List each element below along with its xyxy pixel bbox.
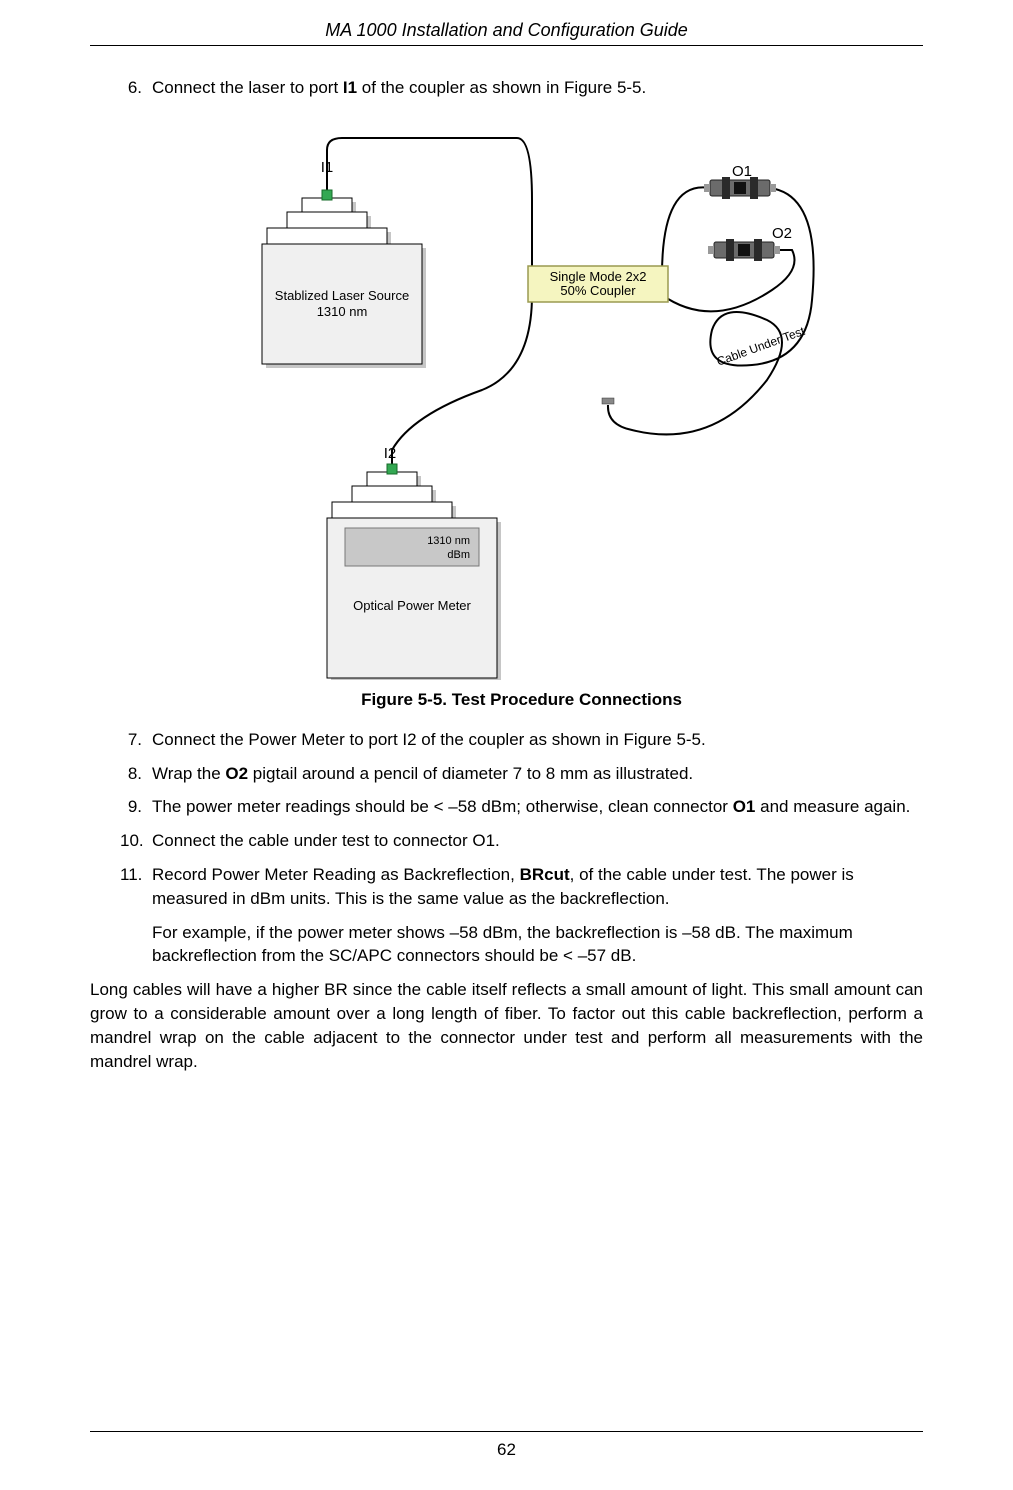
step-text: Connect the Power Meter to port I2 of th… — [152, 728, 923, 752]
step-text: Connect the laser to port I1 of the coup… — [152, 76, 923, 100]
figure-container: Stablized Laser Source1310 nmI1Single Mo… — [120, 120, 923, 680]
text-pre: The power meter readings should be < –58… — [152, 797, 733, 816]
step-num: 10. — [120, 829, 152, 853]
text-pre: Wrap the — [152, 764, 225, 783]
step-num: 9. — [120, 795, 152, 819]
step-8: 8. Wrap the O2 pigtail around a pencil o… — [120, 762, 923, 786]
step-num: 11. — [120, 863, 152, 911]
step-num: 8. — [120, 762, 152, 786]
svg-text:1310 nm: 1310 nm — [427, 535, 470, 547]
step-11: 11. Record Power Meter Reading as Backre… — [120, 863, 923, 911]
step-num: 6. — [120, 76, 152, 100]
step-text: The power meter readings should be < –58… — [152, 795, 923, 819]
svg-text:I1: I1 — [320, 159, 333, 176]
svg-text:50% Coupler: 50% Coupler — [560, 283, 636, 298]
figure-caption: Figure 5-5. Test Procedure Connections — [120, 690, 923, 710]
step-text: Connect the cable under test to connecto… — [152, 829, 923, 853]
step-11-sub: For example, if the power meter shows –5… — [152, 921, 923, 969]
text-bold: BRcut — [520, 865, 570, 884]
step-9: 9. The power meter readings should be < … — [120, 795, 923, 819]
svg-text:Single Mode 2x2: Single Mode 2x2 — [549, 269, 646, 284]
step-text: Record Power Meter Reading as Backreflec… — [152, 863, 923, 911]
svg-text:O1: O1 — [731, 163, 751, 180]
svg-text:1310 nm: 1310 nm — [316, 304, 367, 319]
text-bold: O2 — [225, 764, 248, 783]
long-paragraph: Long cables will have a higher BR since … — [90, 978, 923, 1073]
step-7: 7. Connect the Power Meter to port I2 of… — [120, 728, 923, 752]
content: 6. Connect the laser to port I1 of the c… — [90, 76, 923, 1431]
step-num: 7. — [120, 728, 152, 752]
svg-text:dBm: dBm — [447, 549, 470, 561]
header-title: MA 1000 Installation and Configuration G… — [90, 20, 923, 46]
text-post: of the coupler as shown in Figure 5-5. — [357, 78, 646, 97]
step-text: Wrap the O2 pigtail around a pencil of d… — [152, 762, 923, 786]
text-bold: I1 — [343, 78, 357, 97]
footer: 62 — [90, 1431, 923, 1460]
text-post: pigtail around a pencil of diameter 7 to… — [248, 764, 693, 783]
page-number: 62 — [497, 1440, 516, 1459]
svg-text:Optical Power Meter: Optical Power Meter — [353, 598, 471, 613]
svg-text:O2: O2 — [771, 225, 791, 242]
svg-text:I2: I2 — [383, 445, 396, 462]
svg-text:Stablized Laser Source: Stablized Laser Source — [274, 288, 408, 303]
page: MA 1000 Installation and Configuration G… — [0, 0, 1013, 1490]
text-bold: O1 — [733, 797, 756, 816]
figure-diagram: Stablized Laser Source1310 nmI1Single Mo… — [212, 120, 832, 680]
step-10: 10. Connect the cable under test to conn… — [120, 829, 923, 853]
text-post: and measure again. — [755, 797, 910, 816]
text-pre: Connect the laser to port — [152, 78, 343, 97]
text-pre: Record Power Meter Reading as Backreflec… — [152, 865, 520, 884]
step-6: 6. Connect the laser to port I1 of the c… — [120, 76, 923, 100]
